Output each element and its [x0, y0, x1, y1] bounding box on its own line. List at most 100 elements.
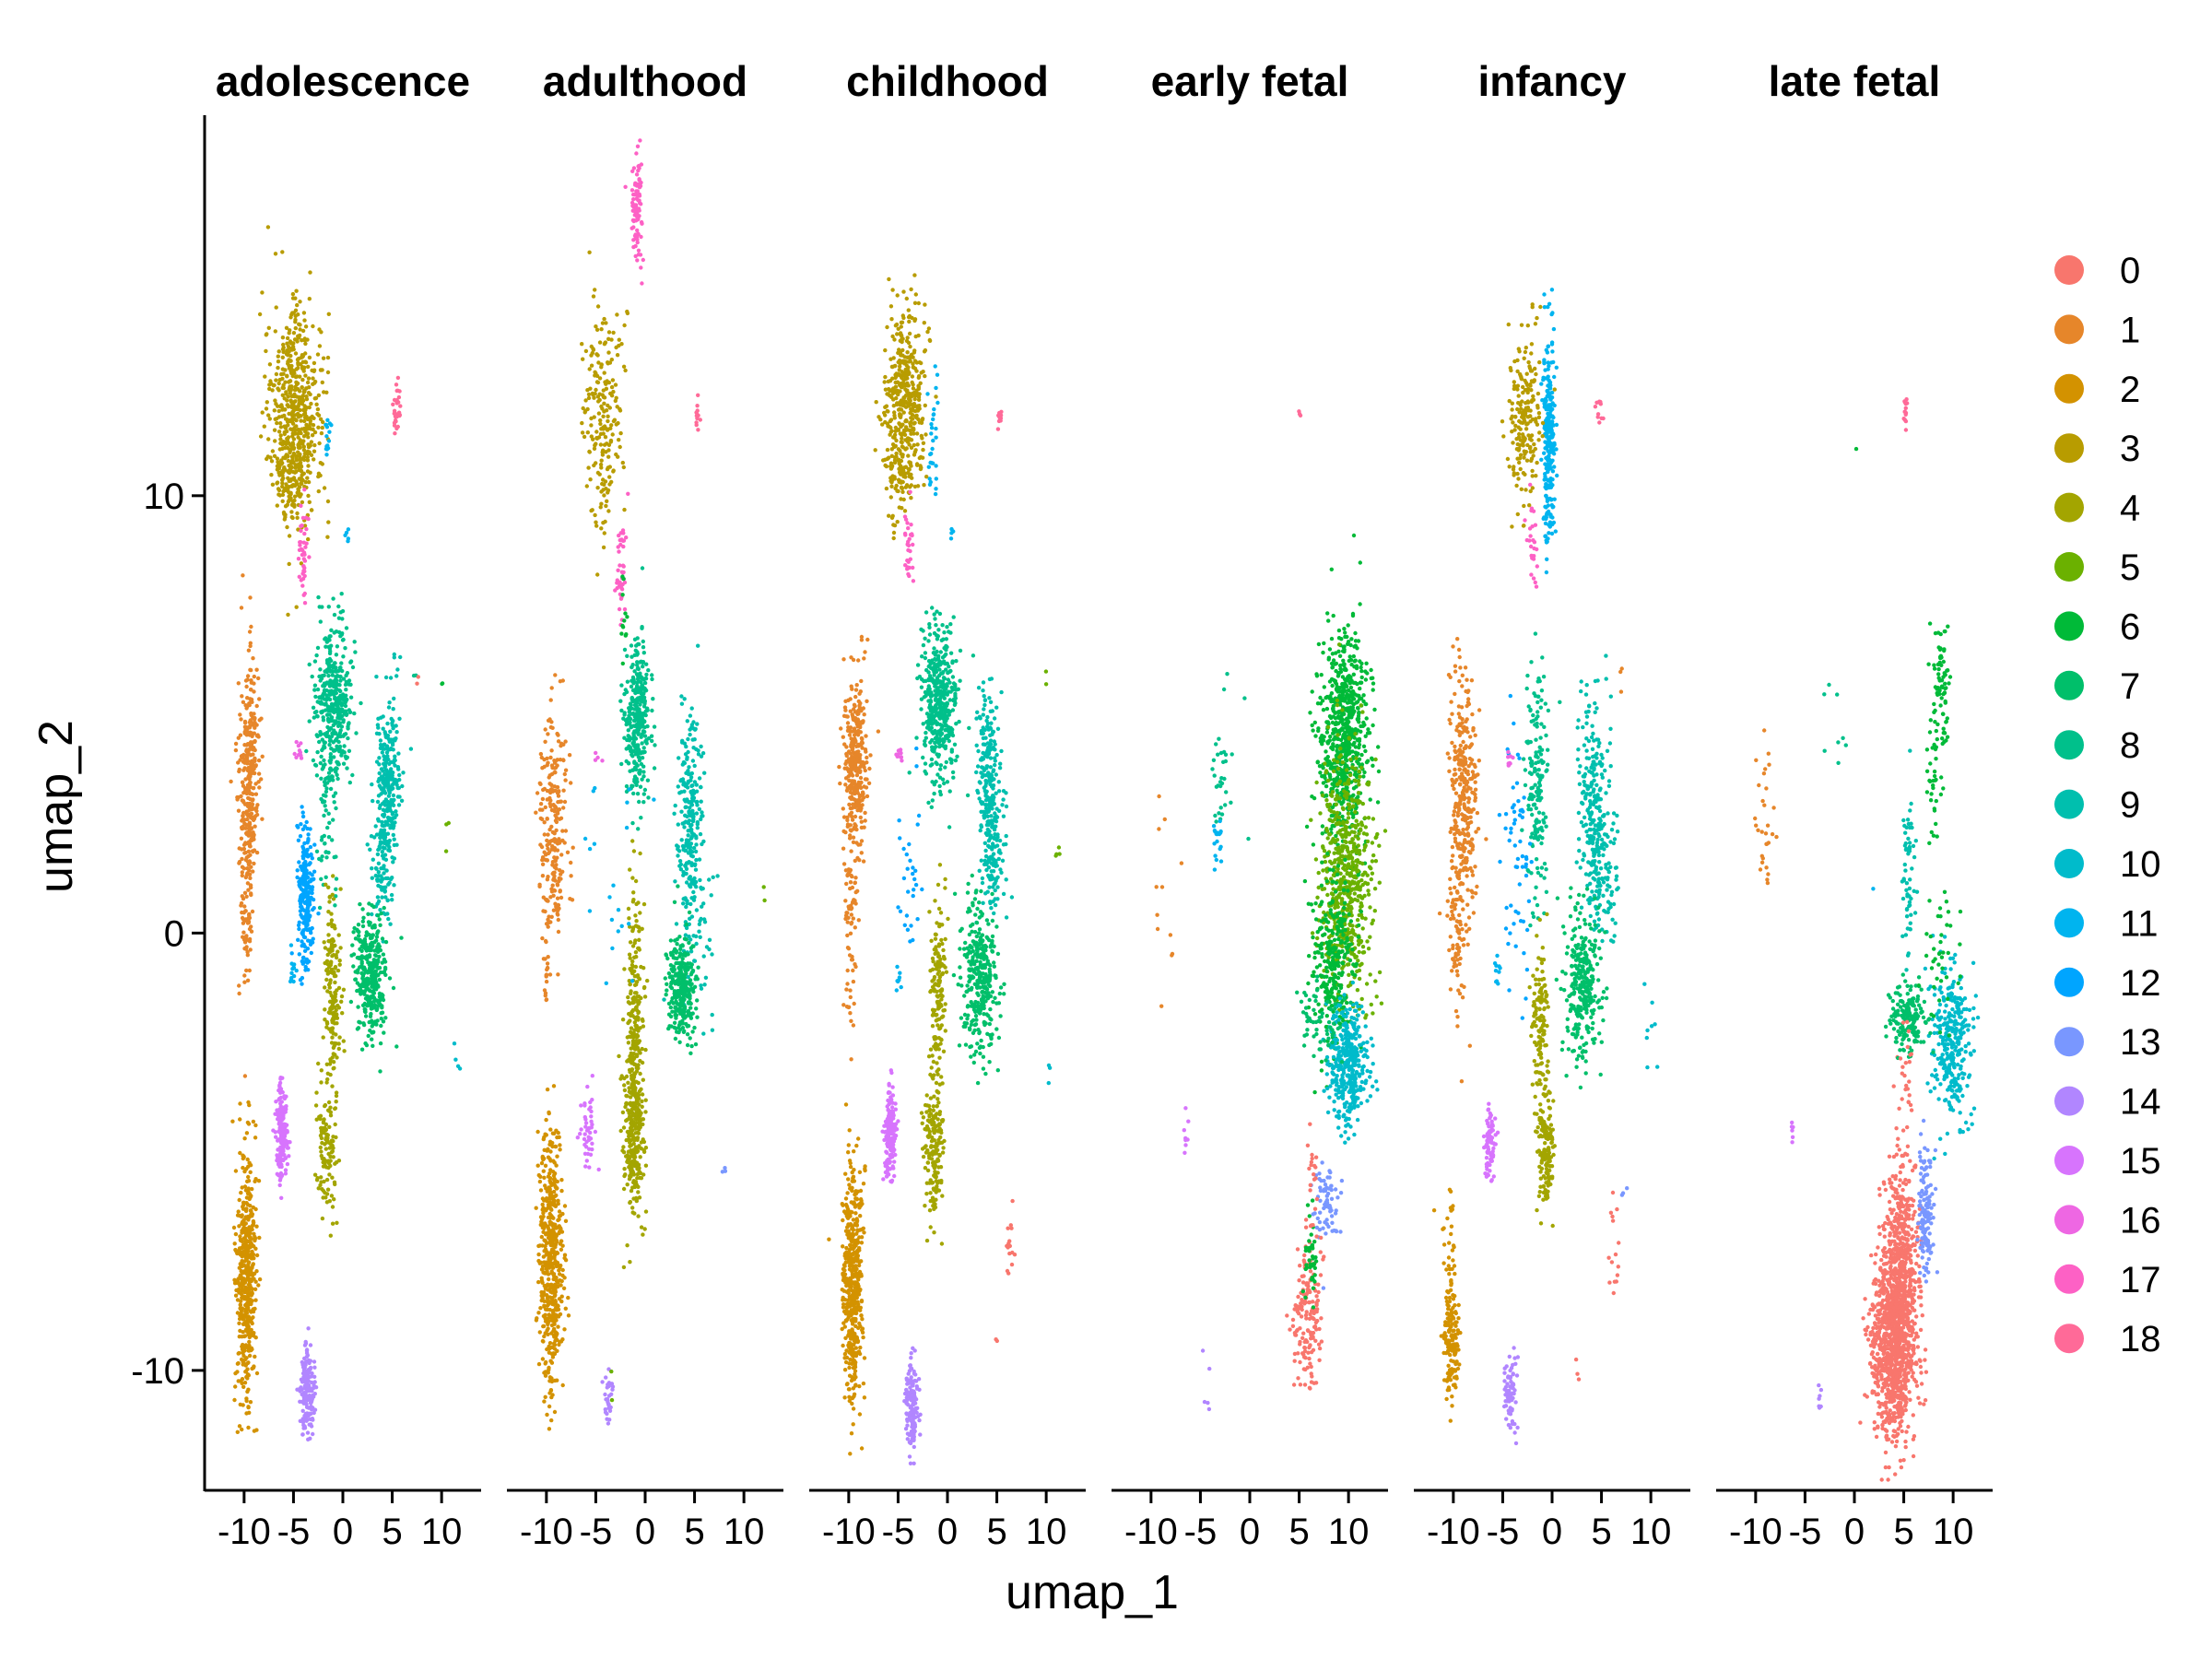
data-point: [616, 545, 620, 549]
data-point: [305, 458, 311, 463]
data-point: [320, 747, 324, 753]
data-point: [288, 353, 293, 359]
data-point: [311, 907, 315, 912]
data-point: [272, 382, 276, 388]
data-point: [343, 754, 348, 759]
data-point: [686, 736, 690, 742]
data-point: [238, 1314, 243, 1319]
data-point: [301, 407, 306, 413]
data-point: [302, 488, 307, 492]
data-point: [295, 511, 300, 516]
data-point: [604, 386, 609, 391]
data-point: [393, 815, 397, 820]
data-point: [301, 593, 306, 597]
data-point: [280, 367, 286, 371]
data-point: [691, 934, 696, 938]
data-point: [683, 813, 688, 818]
data-point: [606, 414, 610, 418]
data-point: [320, 425, 324, 430]
data-point: [293, 320, 298, 324]
data-point: [323, 762, 327, 767]
data-point: [690, 818, 696, 824]
data-point: [307, 719, 312, 724]
data-point: [300, 365, 305, 370]
data-point: [311, 1393, 315, 1398]
data-point: [636, 721, 641, 725]
data-point: [326, 664, 332, 668]
data-point: [634, 212, 639, 217]
data-point: [286, 458, 291, 464]
data-point: [370, 912, 374, 917]
data-point: [613, 588, 618, 593]
data-point: [334, 653, 339, 657]
data-point: [307, 555, 312, 559]
data-point: [375, 930, 380, 935]
data-point: [291, 408, 296, 413]
data-point: [683, 896, 688, 900]
data-point: [309, 950, 313, 956]
data-point: [625, 653, 629, 658]
data-point: [341, 734, 346, 738]
data-point: [561, 806, 566, 810]
data-point: [300, 931, 304, 935]
data-point: [344, 688, 348, 692]
data-point: [312, 429, 318, 435]
data-point: [300, 867, 304, 872]
data-point: [246, 1425, 251, 1430]
data-point: [620, 661, 625, 666]
data-point: [245, 696, 250, 700]
data-point: [310, 433, 315, 438]
data-point: [330, 892, 335, 897]
data-point: [245, 677, 250, 682]
data-point: [599, 458, 604, 463]
data-point: [588, 386, 593, 391]
data-point: [306, 1374, 312, 1379]
data-point: [375, 723, 381, 727]
data-point: [327, 712, 332, 717]
data-point: [298, 457, 302, 462]
x-tick-label: 10: [421, 1512, 463, 1552]
data-point: [694, 842, 699, 847]
data-point: [394, 426, 399, 431]
data-point: [281, 1145, 287, 1149]
data-point: [334, 1100, 338, 1104]
data-point: [537, 882, 542, 887]
data-point: [230, 1119, 235, 1124]
data-point: [383, 939, 389, 945]
data-point: [612, 418, 618, 422]
data-point: [629, 706, 634, 711]
data-point: [609, 423, 614, 428]
data-point: [546, 732, 550, 736]
data-point: [691, 746, 696, 750]
data-point: [295, 381, 300, 386]
data-point: [333, 1122, 337, 1127]
data-point: [594, 461, 598, 465]
data-point: [350, 943, 355, 947]
data-point: [691, 795, 697, 800]
data-point: [244, 1277, 249, 1282]
data-point: [383, 675, 389, 680]
data-point: [297, 952, 301, 957]
data-point: [300, 982, 304, 986]
data-point: [373, 948, 379, 953]
data-point: [333, 980, 337, 985]
data-point: [324, 688, 329, 693]
data-point: [254, 1269, 259, 1274]
data-point: [679, 809, 684, 814]
data-point: [272, 408, 276, 413]
data-point: [636, 198, 641, 203]
data-point: [386, 705, 392, 710]
data-point: [249, 1212, 253, 1217]
data-point: [320, 1216, 325, 1221]
data-point: [550, 883, 555, 888]
data-point: [297, 574, 301, 579]
data-point: [256, 1179, 262, 1183]
data-point: [625, 615, 629, 619]
data-point: [561, 788, 566, 793]
data-point: [312, 360, 317, 366]
data-point: [677, 859, 683, 864]
data-point: [306, 391, 312, 395]
data-point: [382, 871, 386, 876]
data-point: [333, 695, 337, 700]
data-point: [637, 163, 641, 169]
